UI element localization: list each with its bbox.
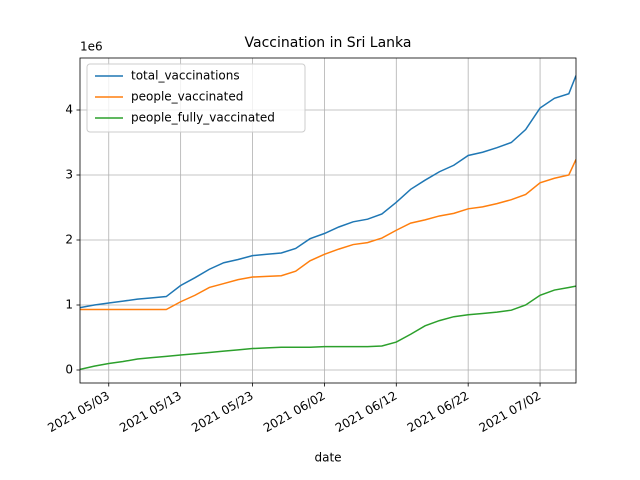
x-tick-label: 2021 05/13 xyxy=(117,389,184,436)
legend-label: people_fully_vaccinated xyxy=(131,111,275,125)
series-line xyxy=(80,75,576,309)
chart-title: Vaccination in Sri Lanka xyxy=(245,35,412,51)
series-line xyxy=(80,285,576,371)
y-tick-label: 2 xyxy=(65,233,73,247)
x-tick-label: 2021 07/02 xyxy=(477,389,544,436)
legend-box xyxy=(86,63,306,133)
x-tick-label: 2021 06/22 xyxy=(405,389,472,436)
y-tick-label: 0 xyxy=(65,363,73,377)
x-tick-label: 2021 06/12 xyxy=(333,389,400,436)
x-tick-label: 2021 05/03 xyxy=(45,389,112,436)
legend-label: total_vaccinations xyxy=(131,69,240,83)
y-tick-label: 3 xyxy=(65,168,73,182)
x-axis-label: date xyxy=(314,451,341,465)
series-line xyxy=(80,159,576,311)
legend-label: people_vaccinated xyxy=(131,90,243,104)
y-tick-label: 4 xyxy=(65,103,73,117)
x-tick-label: 2021 05/23 xyxy=(189,389,256,436)
x-tick-label: 2021 06/02 xyxy=(261,389,328,436)
y-tick-label: 1 xyxy=(65,298,73,312)
plot-frame xyxy=(79,57,577,384)
y-offset-label: 1e6 xyxy=(80,40,103,54)
